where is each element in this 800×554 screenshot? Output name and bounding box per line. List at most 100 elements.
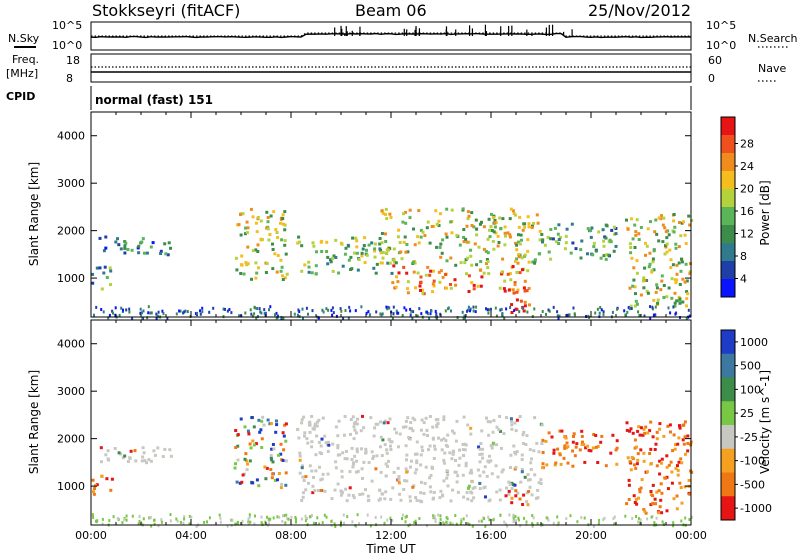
echo-cell (451, 452, 455, 456)
echo-cell (493, 221, 497, 225)
near-range-echo (635, 515, 638, 518)
echo-cell (464, 461, 468, 465)
echo-cell (386, 248, 390, 252)
near-range-echo (141, 311, 143, 315)
echo-cell (432, 496, 435, 500)
echo-cell (499, 446, 503, 450)
echo-cell (320, 250, 324, 253)
echo-cell (466, 423, 470, 427)
near-range-echo (348, 305, 351, 309)
echo-cell (467, 214, 471, 218)
echo-cell (143, 251, 146, 255)
echo-cell (532, 449, 536, 453)
echo-cell (514, 241, 518, 245)
echo-cell (668, 248, 672, 252)
echo-cell (659, 482, 663, 486)
echo-cell (526, 215, 530, 219)
echo-cell (440, 448, 444, 452)
echo-cell (350, 446, 354, 450)
echo-cell (535, 213, 539, 217)
echo-cell (355, 239, 359, 243)
echo-cell (450, 231, 454, 235)
near-range-echo (631, 516, 634, 520)
echo-cell (518, 253, 522, 257)
echo-cell (411, 485, 415, 489)
echo-cell (675, 507, 679, 511)
echo-cell (541, 240, 544, 244)
near-range-echo (298, 314, 301, 318)
echo-cell (400, 257, 404, 261)
echo-cell (674, 443, 677, 447)
echo-cell (684, 242, 688, 245)
near-range-echo (611, 310, 614, 314)
near-range-echo (112, 311, 114, 315)
echo-cell (369, 416, 373, 420)
near-range-echo (346, 515, 349, 519)
echo-cell (365, 248, 368, 252)
echo-cell (411, 260, 415, 264)
echo-cell (508, 233, 512, 237)
echo-cell (669, 266, 673, 269)
echo-cell (571, 464, 575, 468)
near-range-echo (397, 311, 400, 315)
echo-cell (479, 268, 483, 272)
near-range-echo (565, 517, 568, 521)
time-tick-label: 04:00 (175, 529, 207, 542)
echo-cell (532, 221, 536, 225)
near-range-echo (504, 522, 507, 526)
near-range-echo (624, 313, 627, 317)
echo-cell (655, 430, 659, 434)
echo-cell (271, 472, 275, 476)
echo-cell (428, 241, 432, 245)
echo-cell (343, 415, 347, 418)
echo-cell (677, 245, 681, 249)
echo-cell (413, 243, 417, 247)
echo-cell (92, 492, 96, 496)
echo-cell (587, 448, 591, 452)
near-range-echo (517, 518, 520, 522)
echo-cell (634, 230, 638, 234)
near-range-echo (536, 522, 539, 526)
echo-cell (140, 459, 144, 463)
echo-cell (563, 247, 567, 251)
near-range-echo (580, 516, 583, 520)
echo-cell (664, 244, 667, 248)
near-range-echo (138, 514, 141, 518)
echo-cell (579, 248, 583, 252)
near-range-echo (602, 310, 605, 314)
echo-cell (282, 448, 286, 452)
echo-cell (550, 435, 554, 439)
echo-cell (613, 225, 616, 229)
echo-cell (571, 241, 575, 245)
near-range-echo (218, 513, 221, 517)
echo-cell (507, 288, 511, 292)
echo-cell (239, 263, 243, 267)
echo-cell (652, 249, 656, 253)
echo-cell (679, 269, 683, 273)
echo-cell (307, 421, 311, 425)
near-range-echo (552, 521, 555, 525)
near-range-echo (268, 522, 270, 526)
echo-cell (672, 213, 676, 216)
echo-cell (373, 249, 377, 253)
echo-cell (271, 443, 275, 446)
echo-cell (557, 238, 561, 242)
time-tick-label: 08:00 (275, 529, 307, 542)
echo-cell (355, 450, 359, 454)
echo-cell (234, 429, 238, 432)
echo-cell (461, 453, 465, 457)
echo-cell (476, 468, 480, 472)
near-range-echo (260, 515, 263, 519)
echo-cell (255, 230, 259, 234)
time-tick-label: 16:00 (475, 529, 507, 542)
freq-label-line2: [MHz] (6, 67, 38, 80)
echo-cell (444, 439, 448, 443)
near-range-echo (487, 311, 490, 315)
near-range-echo (247, 520, 250, 524)
echo-cell (129, 449, 133, 453)
power-ylabel: Slant Range [km] (27, 162, 41, 266)
near-range-echo (552, 305, 555, 309)
near-range-echo (514, 515, 517, 518)
echo-cell (589, 235, 593, 239)
echo-cell (683, 420, 687, 424)
